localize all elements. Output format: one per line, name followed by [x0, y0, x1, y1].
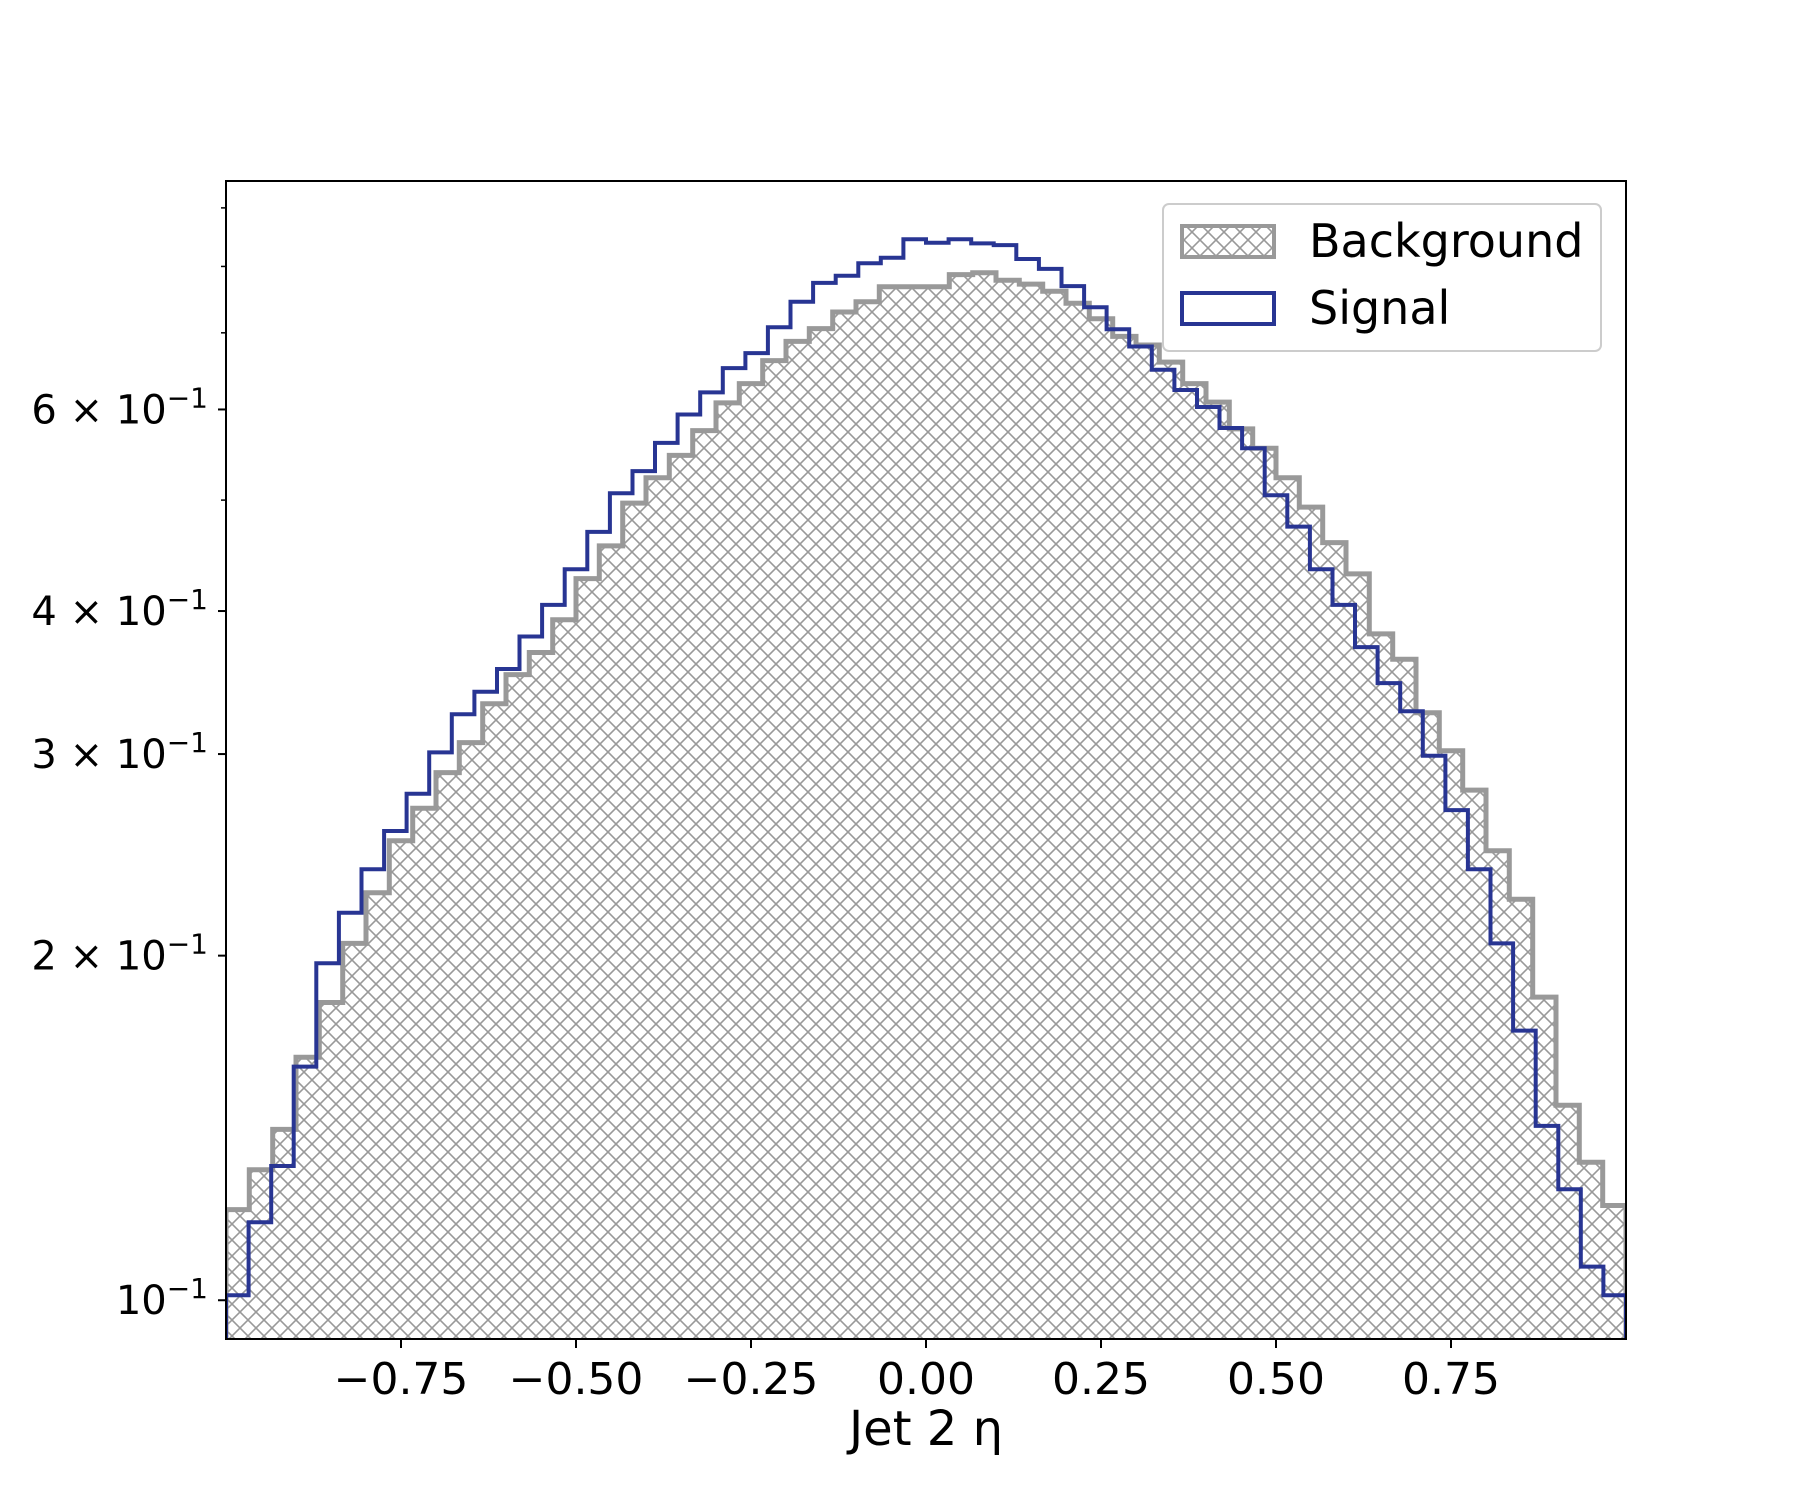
- histogram-fill-background: [226, 272, 1626, 1339]
- histogram-step-background: [226, 270, 1626, 1339]
- legend-swatch-signal: [1180, 291, 1276, 326]
- x-tick-label: 0.50: [1227, 1354, 1325, 1405]
- legend: Background Signal: [1162, 203, 1602, 352]
- y-axis: 10−1 2 × 10−1 3 × 10−1 4 × 10−1 6 × 10−1: [31, 207, 226, 1324]
- x-tick-label: 0.00: [877, 1354, 975, 1405]
- legend-label-background: Background: [1309, 214, 1583, 268]
- histogram-step-signal: [226, 237, 1626, 1339]
- plot-area: [225, 180, 1627, 1340]
- y-tick-label: 6 × 10−1: [31, 381, 208, 433]
- x-tick-label: 0.75: [1402, 1354, 1500, 1405]
- x-axis-label: Jet 2 η: [846, 1401, 1003, 1457]
- x-tick-label: −0.50: [509, 1354, 644, 1405]
- y-tick-label: 3 × 10−1: [31, 726, 208, 778]
- legend-label-signal: Signal: [1309, 281, 1450, 335]
- y-tick-label: 2 × 10−1: [31, 928, 208, 980]
- y-tick-label: 10−1: [116, 1272, 208, 1324]
- x-axis: −0.75 −0.50 −0.25 0.00 0.25 0.50 0.75: [334, 1339, 1500, 1405]
- legend-swatch-background: [1180, 224, 1276, 259]
- x-tick-label: −0.75: [334, 1354, 469, 1405]
- y-tick-label: 4 × 10−1: [31, 583, 208, 635]
- x-tick-label: −0.25: [684, 1354, 819, 1405]
- x-tick-label: 0.25: [1052, 1354, 1150, 1405]
